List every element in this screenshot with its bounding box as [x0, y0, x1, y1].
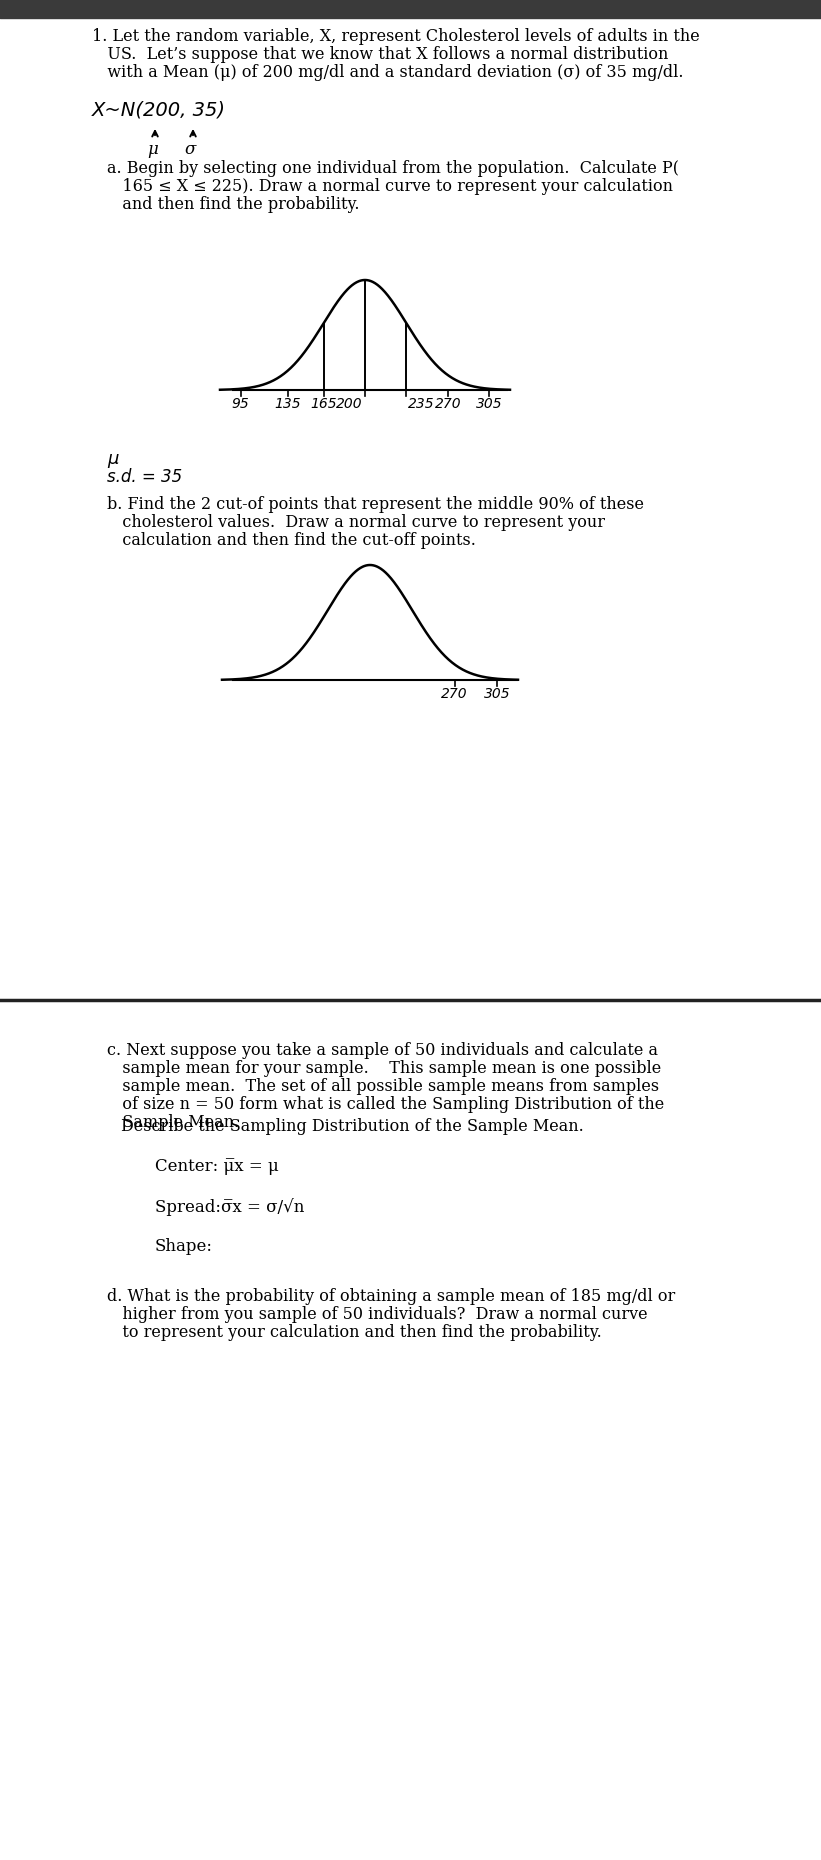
Text: Sample Mean.: Sample Mean. — [107, 1114, 239, 1131]
Text: 95: 95 — [232, 396, 250, 411]
Text: Describe the Sampling Distribution of the Sample Mean.: Describe the Sampling Distribution of th… — [121, 1118, 584, 1135]
Text: sample mean.  The set of all possible sample means from samples: sample mean. The set of all possible sam… — [107, 1079, 659, 1096]
Text: μ: μ — [107, 450, 118, 469]
Text: to represent your calculation and then find the probability.: to represent your calculation and then f… — [107, 1324, 602, 1341]
Text: with a Mean (μ) of 200 mg/dl and a standard deviation (σ) of 35 mg/dl.: with a Mean (μ) of 200 mg/dl and a stand… — [92, 63, 684, 82]
Text: 305: 305 — [476, 396, 502, 411]
Text: sample mean for your sample.    This sample mean is one possible: sample mean for your sample. This sample… — [107, 1060, 661, 1077]
Text: Spread:σ̅x = σ/√n: Spread:σ̅x = σ/√n — [155, 1198, 305, 1216]
Text: σ: σ — [185, 141, 196, 158]
Text: 165 ≤ X ≤ 225). Draw a normal curve to represent your calculation: 165 ≤ X ≤ 225). Draw a normal curve to r… — [107, 179, 673, 195]
Text: μ: μ — [147, 141, 158, 158]
Text: 270: 270 — [434, 396, 461, 411]
Text: cholesterol values.  Draw a normal curve to represent your: cholesterol values. Draw a normal curve … — [107, 513, 605, 530]
Text: 135: 135 — [275, 396, 301, 411]
Text: d. What is the probability of obtaining a sample mean of 185 mg/dl or: d. What is the probability of obtaining … — [107, 1287, 675, 1306]
Text: 305: 305 — [484, 686, 510, 701]
Text: X~N(200, 35): X~N(200, 35) — [92, 100, 226, 119]
Text: higher from you sample of 50 individuals?  Draw a normal curve: higher from you sample of 50 individuals… — [107, 1306, 648, 1322]
Text: Shape:: Shape: — [155, 1239, 213, 1256]
Text: and then find the probability.: and then find the probability. — [107, 195, 360, 214]
Text: US.  Let’s suppose that we know that X follows a normal distribution: US. Let’s suppose that we know that X fo… — [92, 46, 668, 63]
Text: of size n = 50 form what is called the Sampling Distribution of the: of size n = 50 form what is called the S… — [107, 1096, 664, 1112]
Text: 235: 235 — [408, 396, 435, 411]
Text: 165: 165 — [310, 396, 337, 411]
Text: 270: 270 — [441, 686, 468, 701]
Text: c. Next suppose you take a sample of 50 individuals and calculate a: c. Next suppose you take a sample of 50 … — [107, 1042, 658, 1058]
Text: s.d. = 35: s.d. = 35 — [107, 469, 182, 485]
Text: 1. Let the random variable, X, represent Cholesterol levels of adults in the: 1. Let the random variable, X, represent… — [92, 28, 699, 45]
Text: b. Find the 2 cut-of points that represent the middle 90% of these: b. Find the 2 cut-of points that represe… — [107, 497, 644, 513]
Text: Center: μ̅x = μ: Center: μ̅x = μ — [155, 1159, 279, 1176]
Text: a. Begin by selecting one individual from the population.  Calculate P(: a. Begin by selecting one individual fro… — [107, 160, 679, 177]
Text: 200: 200 — [337, 396, 363, 411]
Text: calculation and then find the cut-off points.: calculation and then find the cut-off po… — [107, 532, 476, 549]
